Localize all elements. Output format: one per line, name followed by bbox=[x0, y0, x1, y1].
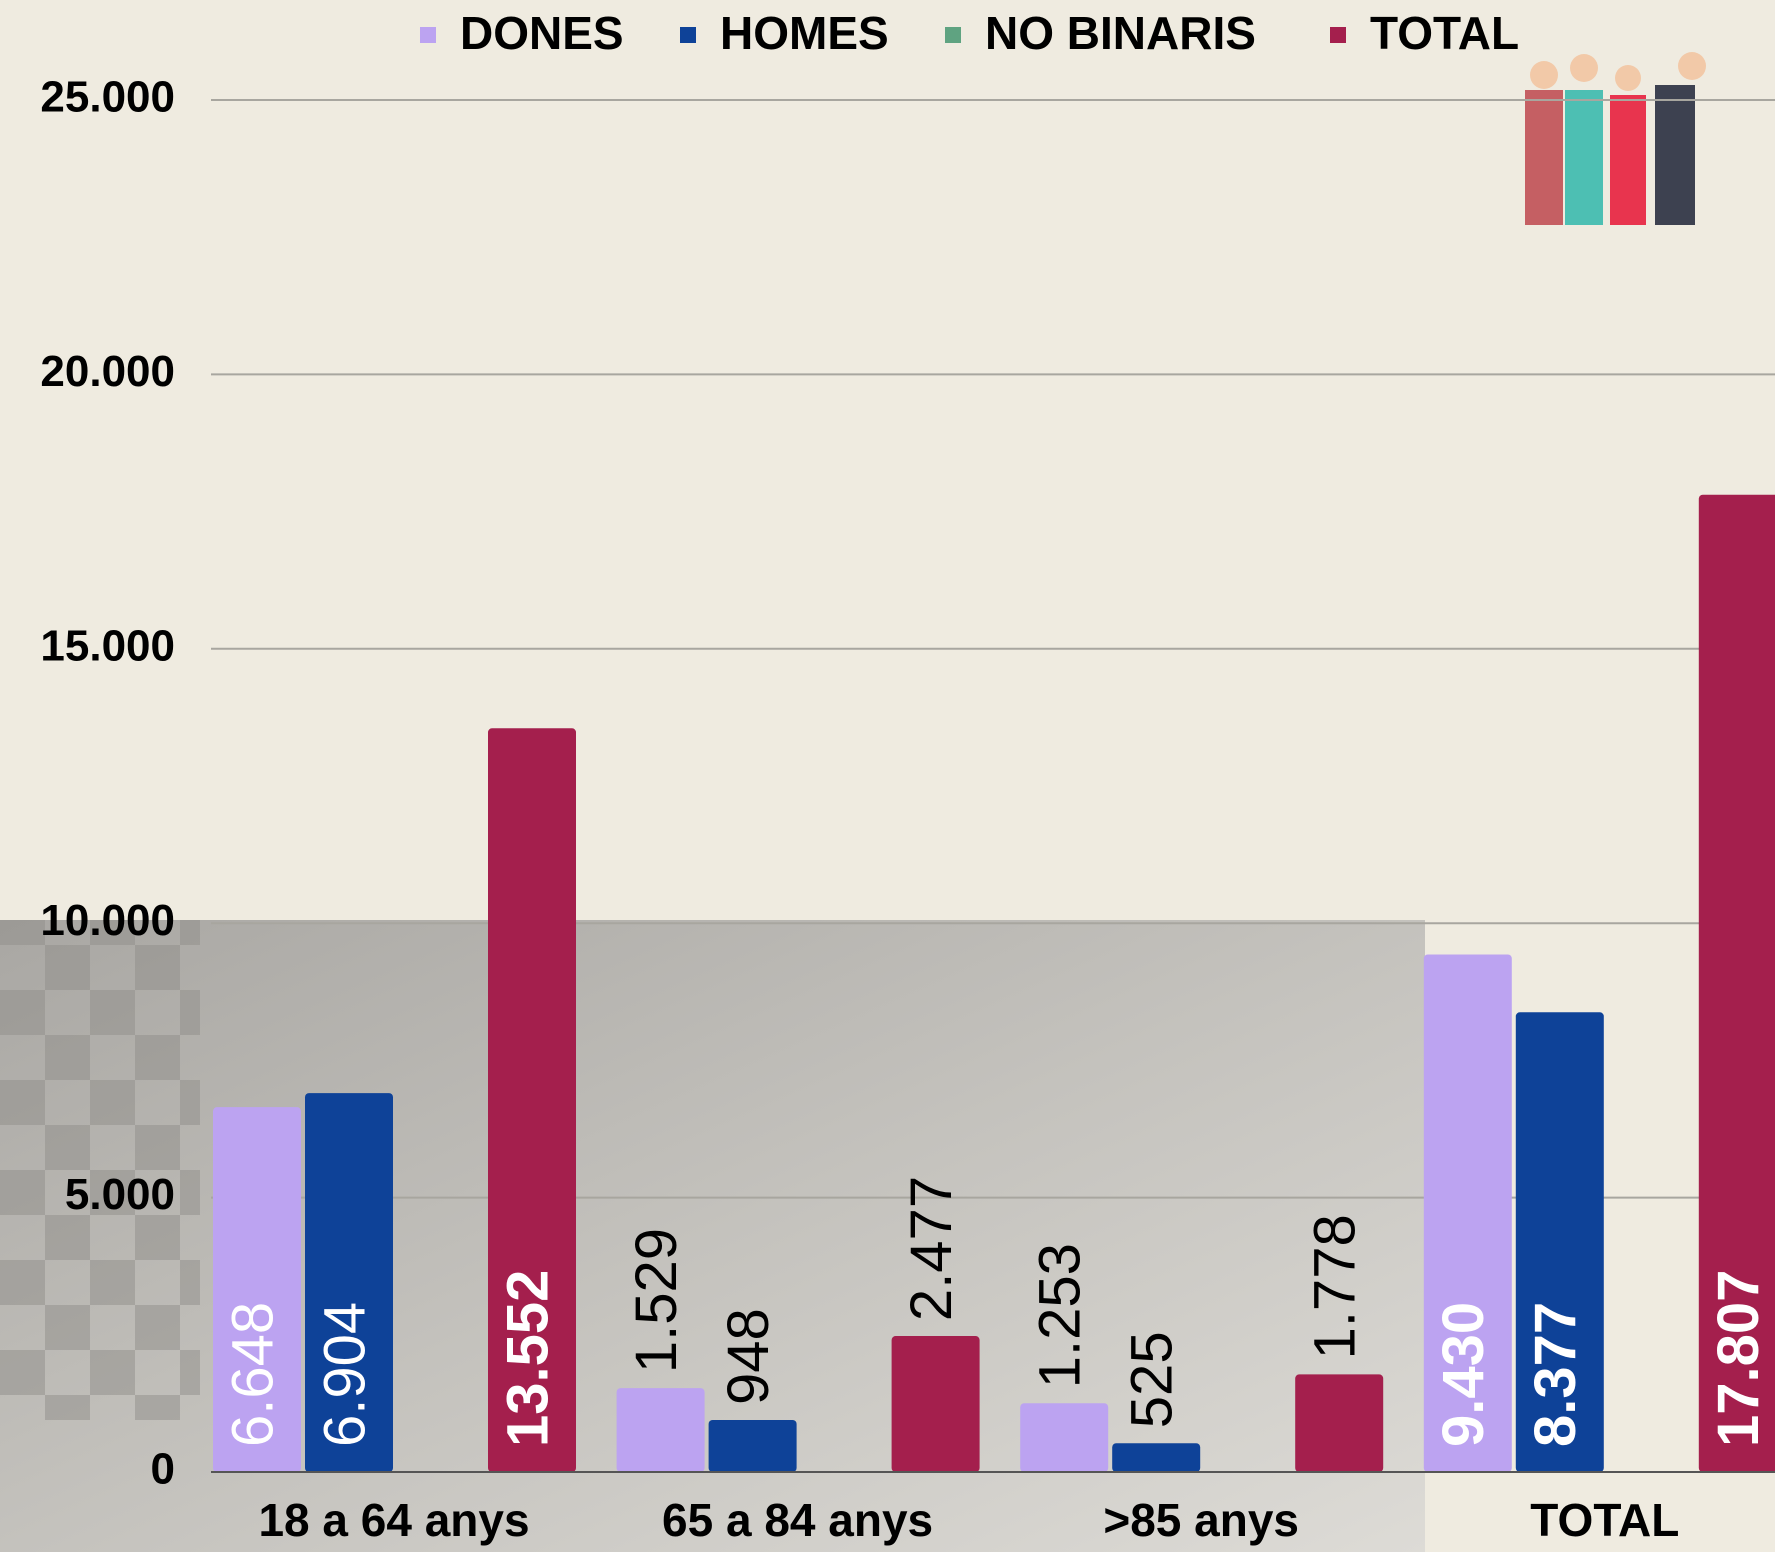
x-tick-label: >85 anys bbox=[1103, 1494, 1299, 1546]
data-label: 948 bbox=[716, 1308, 781, 1405]
bar bbox=[1698, 494, 1775, 1472]
bar bbox=[1295, 1374, 1384, 1472]
people-icon bbox=[1525, 52, 1706, 225]
data-label: 6.904 bbox=[312, 1302, 377, 1447]
legend-swatch bbox=[680, 27, 696, 43]
bar bbox=[891, 1336, 980, 1472]
data-label: 1.778 bbox=[1303, 1214, 1368, 1359]
data-label: 13.552 bbox=[495, 1270, 560, 1447]
bar bbox=[1423, 954, 1512, 1472]
legend-label: DONES bbox=[460, 7, 624, 59]
bar bbox=[1112, 1443, 1201, 1472]
data-label: 17.807 bbox=[1706, 1270, 1771, 1447]
data-label: 1.253 bbox=[1028, 1243, 1093, 1388]
legend-label: TOTAL bbox=[1370, 7, 1519, 59]
x-tick-label: 18 a 64 anys bbox=[258, 1494, 529, 1546]
y-tick-label: 20.000 bbox=[40, 347, 175, 396]
bar bbox=[488, 728, 576, 1472]
legend-swatch bbox=[420, 27, 436, 43]
bar bbox=[1020, 1403, 1109, 1472]
data-label: 9.430 bbox=[1431, 1302, 1496, 1447]
bar bbox=[305, 1093, 393, 1472]
y-tick-label: 0 bbox=[151, 1445, 175, 1494]
legend-label: NO BINARIS bbox=[985, 7, 1256, 59]
data-label: 8.377 bbox=[1523, 1302, 1588, 1447]
background-photo bbox=[0, 920, 200, 1420]
x-tick-label: 65 a 84 anys bbox=[662, 1494, 933, 1546]
legend-swatch bbox=[1330, 27, 1346, 43]
x-tick-label: TOTAL bbox=[1530, 1494, 1679, 1546]
data-label: 2.477 bbox=[899, 1176, 964, 1321]
y-tick-label: 10.000 bbox=[40, 896, 175, 945]
bar bbox=[616, 1388, 705, 1472]
y-tick-label: 5.000 bbox=[65, 1170, 175, 1219]
legend-swatch bbox=[945, 27, 961, 43]
data-label: 6.648 bbox=[220, 1302, 285, 1447]
bar bbox=[213, 1107, 301, 1472]
bar bbox=[708, 1419, 797, 1472]
data-label: 525 bbox=[1120, 1331, 1185, 1428]
y-tick-label: 25.000 bbox=[40, 73, 175, 122]
legend-label: HOMES bbox=[720, 7, 889, 59]
data-label: 1.529 bbox=[624, 1228, 689, 1373]
bar bbox=[1515, 1012, 1604, 1472]
y-tick-label: 15.000 bbox=[40, 621, 175, 670]
